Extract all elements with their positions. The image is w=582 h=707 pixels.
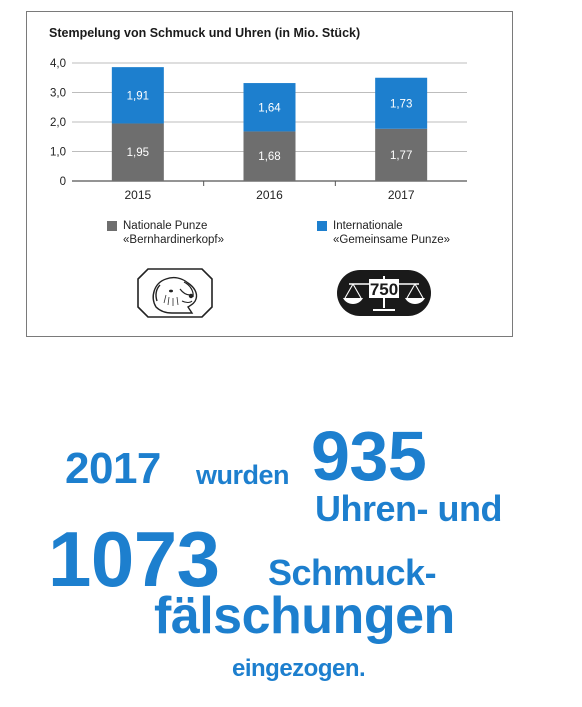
headline-year: 2017	[65, 444, 161, 494]
y-tick-label: 4,0	[50, 58, 66, 70]
headline-jewelry-text2: fälschungen	[154, 586, 455, 646]
scales-icon: 750	[335, 268, 433, 318]
x-category-label: 2016	[256, 188, 283, 202]
stacked-bar-chart: 0 1,0 2,0 3,0 4,0 1,95 1,91 2015 1,68 1,64 2016 1,7…	[27, 12, 514, 338]
headline-end: eingezogen.	[232, 655, 365, 683]
st-bernard-head-icon	[136, 267, 214, 319]
y-tick-label: 0	[60, 176, 66, 188]
legend-international-line1: Internationale	[333, 220, 403, 232]
legend-international-line2: «Gemeinsame Punze»	[333, 234, 450, 246]
x-category-label: 2017	[388, 188, 415, 202]
legend-national-line2: «Bernhardinerkopf»	[123, 234, 224, 246]
data-label: 1,73	[390, 98, 412, 110]
legend-swatch-national	[107, 221, 117, 231]
data-label: 1,64	[258, 102, 281, 114]
y-tick-label: 1,0	[50, 147, 66, 159]
data-label: 1,68	[258, 151, 280, 163]
headline-wurden: wurden	[196, 460, 289, 491]
y-tick-label: 3,0	[50, 88, 66, 100]
data-label: 1,77	[390, 150, 412, 162]
data-label: 1,91	[127, 90, 149, 102]
x-category-label: 2015	[124, 188, 151, 202]
y-tick-label: 2,0	[50, 117, 66, 129]
headline-watch-count: 935	[311, 416, 426, 496]
legend-national-line1: Nationale Punze	[123, 220, 207, 232]
data-label: 1,95	[127, 147, 149, 159]
headline-watch-text: Uhren- und	[315, 488, 502, 530]
chart-panel: Stempelung von Schmuck und Uhren (in Mio…	[26, 11, 513, 337]
logo-750-text: 750	[370, 280, 398, 299]
legend-swatch-international	[317, 221, 327, 231]
